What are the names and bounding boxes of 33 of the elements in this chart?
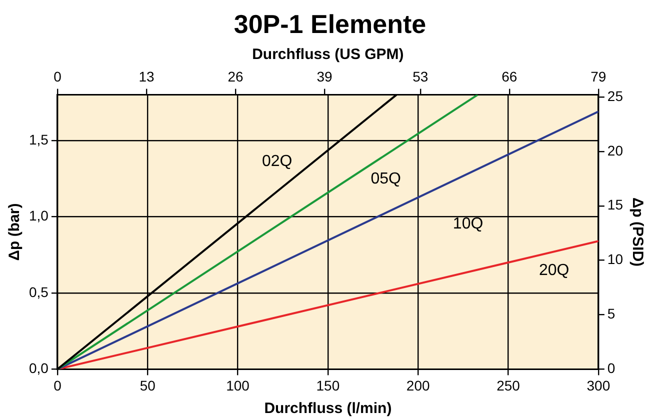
x2-tick-label: 39 xyxy=(316,68,333,84)
x-tick-label: 100 xyxy=(226,377,250,394)
y-axis-title: Δp (bar) xyxy=(6,203,24,261)
y2-tick-label: 20 xyxy=(607,142,624,158)
y2-tick-label: 0 xyxy=(607,360,616,376)
y-tick-label: 0,0 xyxy=(28,360,49,376)
x2-axis-title: Durchfluss (US GPM) xyxy=(252,46,404,64)
x2-tick-label: 26 xyxy=(228,68,244,84)
x2-tick-label: 66 xyxy=(502,68,518,84)
y-tick-label: 0,5 xyxy=(28,284,49,300)
x-tick-label: 250 xyxy=(496,377,520,394)
x2-tick-label: 13 xyxy=(138,68,154,84)
x2-tick-label: 53 xyxy=(412,68,428,84)
chart-title: 30P-1 Elemente xyxy=(232,8,428,41)
x-tick-label: 200 xyxy=(406,377,430,394)
x-tick-label: 150 xyxy=(316,377,340,394)
x-tick-label: 50 xyxy=(140,377,156,394)
series-label: 10Q xyxy=(452,216,484,233)
y2-tick-label: 15 xyxy=(607,196,624,213)
y2-tick-label: 10 xyxy=(607,251,624,268)
y2-tick-label: 5 xyxy=(607,306,616,322)
x-tick-label: 300 xyxy=(586,377,610,394)
y-tick-label: 1,0 xyxy=(28,208,49,224)
series-label: 20Q xyxy=(538,262,570,279)
series-label: 02Q xyxy=(262,153,292,170)
x2-tick-label: 79 xyxy=(590,68,606,84)
y2-axis-title: Δp (PSID) xyxy=(628,197,646,267)
x2-tick-label: 0 xyxy=(54,68,62,84)
y2-tick-label: 25 xyxy=(607,88,624,104)
x-tick-label: 0 xyxy=(54,377,62,394)
y-tick-label: 1,5 xyxy=(28,131,49,148)
x-axis-title: Durchfluss (l/min) xyxy=(264,400,392,418)
series-label: 05Q xyxy=(370,170,401,188)
